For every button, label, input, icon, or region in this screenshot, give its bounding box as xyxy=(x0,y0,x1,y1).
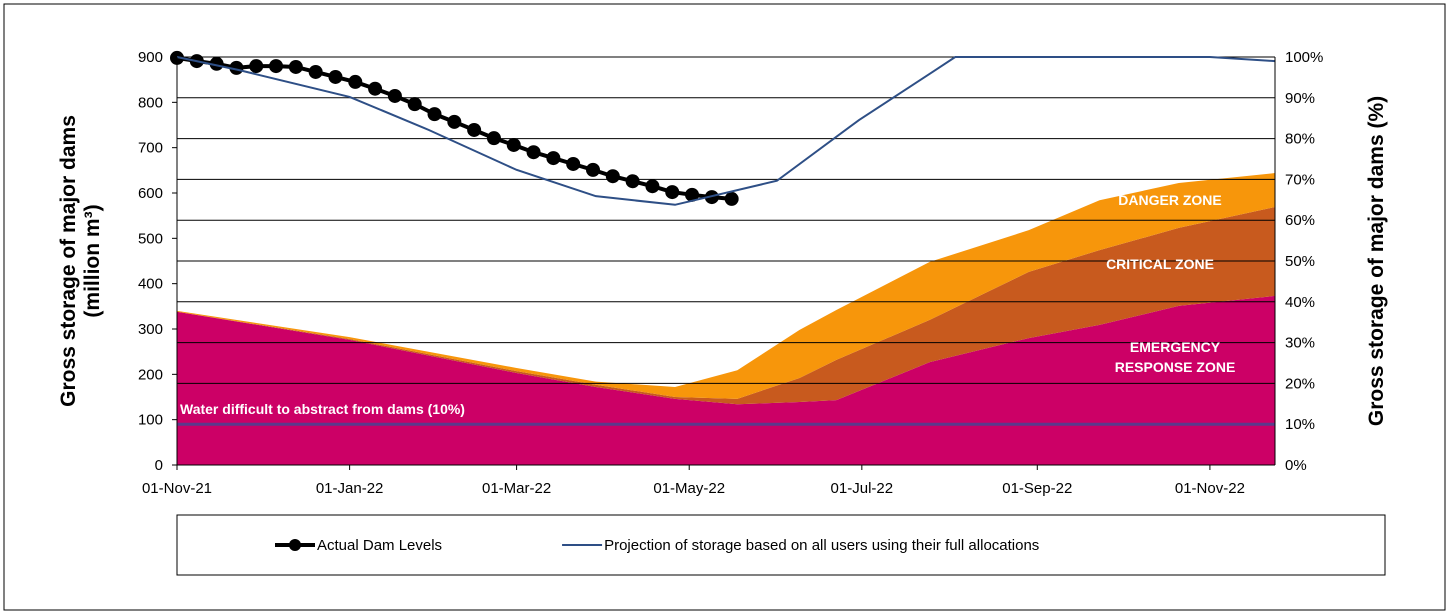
marker xyxy=(269,59,284,74)
x-tick-label: 01-Jul-22 xyxy=(831,480,894,497)
marker xyxy=(645,179,660,194)
y2-tick-label: 20% xyxy=(1285,375,1315,392)
marker xyxy=(546,151,561,166)
marker xyxy=(665,185,680,200)
y2-tick-label: 0% xyxy=(1285,457,1307,474)
marker xyxy=(467,122,482,137)
legend-marker xyxy=(289,539,301,551)
y2-tick-label: 50% xyxy=(1285,253,1315,270)
areas xyxy=(177,173,1275,465)
x-tick-label: 01-Mar-22 xyxy=(482,480,551,497)
y-tick-label: 700 xyxy=(138,140,163,157)
zone-label: CRITICAL ZONE xyxy=(1106,256,1214,272)
x-tick-label: 01-Sep-22 xyxy=(1002,480,1072,497)
area xyxy=(177,173,1275,399)
y-tick-label: 0 xyxy=(155,457,163,474)
marker xyxy=(724,191,739,206)
marker xyxy=(328,69,343,84)
marker xyxy=(685,187,700,202)
y2-tick-label: 30% xyxy=(1285,335,1315,352)
marker xyxy=(447,114,462,129)
marker xyxy=(407,97,422,112)
marker xyxy=(249,59,264,74)
marker xyxy=(486,131,501,146)
y-tick-label: 200 xyxy=(138,366,163,383)
chart-border xyxy=(3,3,1446,611)
marker xyxy=(605,169,620,184)
marker xyxy=(209,56,224,71)
line xyxy=(176,56,1276,206)
marker xyxy=(387,88,402,103)
x-tick-label: 01-May-22 xyxy=(653,480,725,497)
y-tick-label: 900 xyxy=(138,49,163,66)
y2-tick-label: 90% xyxy=(1285,90,1315,107)
marker xyxy=(348,74,363,89)
marker xyxy=(308,64,323,79)
y-tick-label: 600 xyxy=(138,185,163,202)
y2-tick-label: 100% xyxy=(1285,49,1323,66)
zone-label: DANGER ZONE xyxy=(1118,192,1221,208)
marker xyxy=(229,60,244,75)
x-tick-label: 01-Nov-22 xyxy=(1175,480,1245,497)
marker xyxy=(625,174,640,189)
marker xyxy=(585,162,600,177)
y2-axis-title: Gross storage of major dams (%) xyxy=(1365,96,1388,426)
lines xyxy=(170,50,1276,426)
y2-tick-label: 10% xyxy=(1285,416,1315,433)
y2-tick-label: 40% xyxy=(1285,294,1315,311)
threshold-label: Water difficult to abstract from dams (1… xyxy=(180,401,465,417)
y-tick-label: 400 xyxy=(138,276,163,293)
y-axis-title: Gross storage of major dams(million m³) xyxy=(57,115,104,407)
y2-tick-label: 70% xyxy=(1285,171,1315,188)
y-tick-label: 100 xyxy=(138,412,163,429)
x-tick-label: 01-Nov-21 xyxy=(142,480,212,497)
y-tick-label: 800 xyxy=(138,94,163,111)
marker xyxy=(526,145,541,160)
marker xyxy=(368,81,383,96)
area xyxy=(177,207,1275,405)
marker xyxy=(506,137,521,152)
legend-box xyxy=(176,514,1386,576)
marker xyxy=(566,156,581,171)
marker xyxy=(427,107,442,122)
y2-tick-label: 80% xyxy=(1285,131,1315,148)
legend-label: Actual Dam Levels xyxy=(317,537,442,554)
legend-label: Projection of storage based on all users… xyxy=(604,537,1039,554)
x-tick-label: 01-Jan-22 xyxy=(316,480,384,497)
zone-label: EMERGENCY RESPONSE ZONE xyxy=(1115,339,1236,375)
marker xyxy=(288,59,303,74)
y-tick-label: 300 xyxy=(138,321,163,338)
y-tick-label: 500 xyxy=(138,230,163,247)
y2-tick-label: 60% xyxy=(1285,212,1315,229)
